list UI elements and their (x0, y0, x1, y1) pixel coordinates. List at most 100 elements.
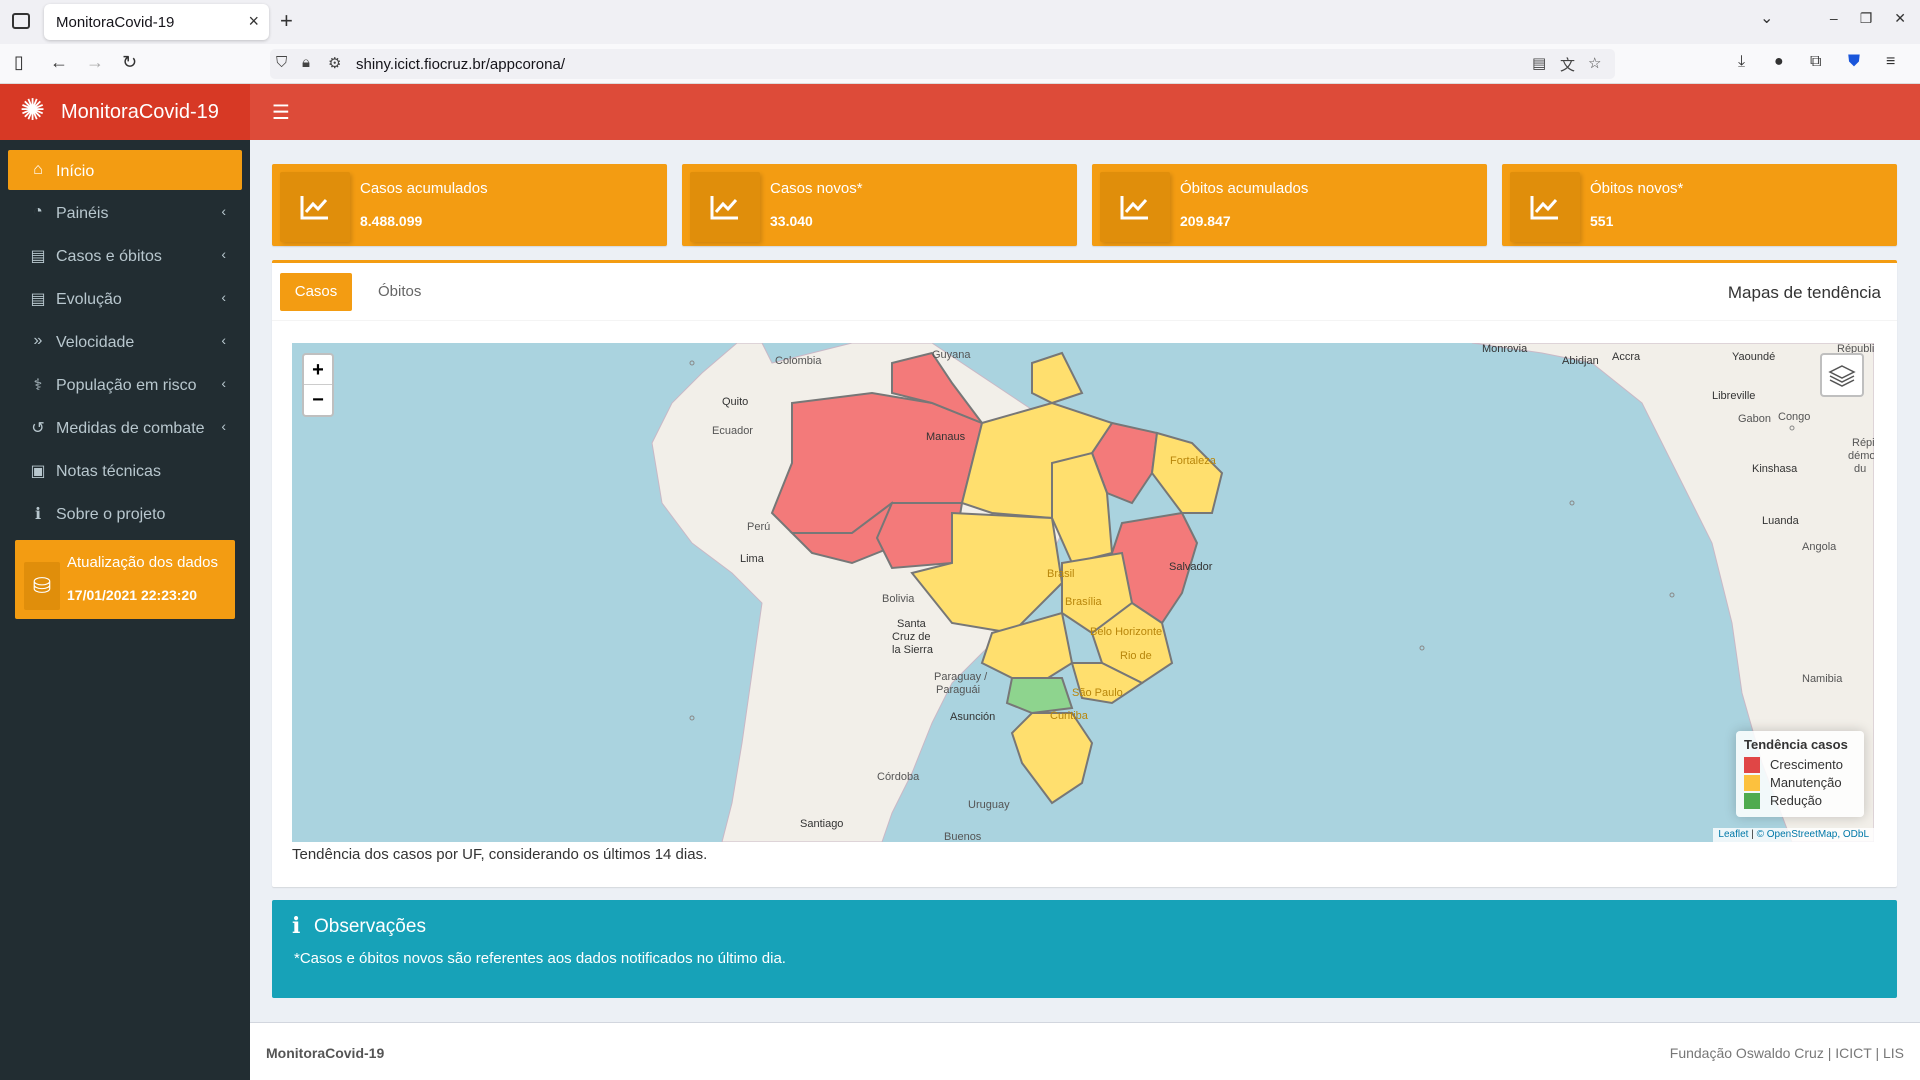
sidebar-item-label: Sobre o projeto (56, 506, 166, 523)
osm-link[interactable]: © OpenStreetMap, ODbL (1756, 829, 1869, 840)
map-label: Bolivia (882, 593, 915, 605)
close-window-icon[interactable]: ✕ (1894, 10, 1906, 26)
double-chevron-icon: » (33, 332, 43, 349)
zoom-control: + − (302, 353, 334, 417)
shield-extension-icon[interactable]: ⛊ (1848, 53, 1861, 70)
observacoes-box: i Observações *Casos e óbitos novos são … (272, 900, 1897, 998)
zoom-in-button[interactable]: + (304, 355, 332, 385)
sidebar: ⌂ Início ◔ Painéis ‹ ▤ Casos e óbitos ‹ … (0, 140, 250, 1080)
map-label: Luanda (1762, 515, 1799, 527)
chevron-left-icon: ‹ (221, 289, 226, 305)
map-label: Buenos (944, 831, 982, 842)
sidebar-item-paineis[interactable]: ◔ Painéis ‹ (0, 192, 250, 234)
map-label: Ecuador (712, 425, 753, 437)
url-bar[interactable]: ⛉ 🔒︎ ⚙ shiny.icict.fiocruz.br/appcorona/… (270, 49, 1615, 79)
land-africa (1471, 343, 1874, 842)
map-caption: Tendência dos casos por UF, considerando… (292, 846, 708, 863)
map-label: Cruz de (892, 631, 931, 643)
sidebar-toggle-icon[interactable]: ▯ (14, 52, 24, 72)
info-box-label: Óbitos novos* (1590, 180, 1684, 197)
logo[interactable]: ✺ MonitoraCovid-19 (0, 84, 250, 140)
trend-map-panel: Casos Óbitos Mapas de tendência (272, 260, 1897, 887)
new-tab-icon[interactable]: + (280, 8, 293, 33)
chevron-left-icon: ‹ (221, 246, 226, 262)
sidebar-item-medidas-combate[interactable]: ↺ Medidas de combate ‹ (0, 407, 250, 449)
home-icon: ⌂ (33, 161, 43, 178)
sidebar-item-label: Início (56, 163, 95, 180)
sidebar-item-inicio[interactable]: ⌂ Início (8, 150, 242, 190)
map-basemap (651, 343, 1874, 842)
legend-item: Manutenção (1744, 774, 1856, 792)
hamburger-icon[interactable]: ☰ (272, 102, 290, 124)
extensions-icon[interactable]: ⧉ (1810, 53, 1822, 70)
close-icon[interactable]: × (248, 11, 259, 31)
sidebar-item-label: Velocidade (56, 334, 135, 351)
map-label: Belo Horizonte (1090, 626, 1163, 638)
tab-list-icon[interactable] (12, 13, 30, 29)
tab-obitos[interactable]: Óbitos (378, 283, 422, 300)
account-icon[interactable]: ● (1774, 53, 1784, 70)
translate-icon[interactable]: 文 (1560, 57, 1576, 74)
lock-icon[interactable]: 🔒︎ (302, 54, 310, 71)
map-legend: Tendência casos Crescimento Manutenção R… (1736, 731, 1864, 817)
map-attribution: Leaflet | © OpenStreetMap, ODbL (1713, 828, 1874, 842)
legend-label: Redução (1770, 793, 1823, 808)
update-value: 17/01/2021 22:23:20 (67, 587, 197, 603)
sidebar-item-populacao-risco[interactable]: ⚕ População em risco ‹ (0, 364, 250, 406)
bookmark-star-icon[interactable]: ☆ (1588, 55, 1602, 72)
chevron-left-icon: ‹ (221, 203, 226, 219)
map-label: Córdoba (877, 771, 920, 783)
map-label: Santiago (800, 818, 844, 830)
leaflet-link[interactable]: Leaflet (1718, 829, 1749, 840)
minimize-icon[interactable]: – (1829, 10, 1838, 26)
state-mato-grosso-sul (980, 611, 1074, 690)
file-icon: ▤ (30, 291, 46, 308)
map-label: Asunción (950, 711, 996, 723)
legend-label: Manutenção (1770, 775, 1842, 790)
map-label: Républi (1837, 343, 1874, 355)
sidebar-item-evolucao[interactable]: ▤ Evolução ‹ (0, 278, 250, 320)
menu-icon[interactable]: ≡ (1886, 53, 1896, 70)
map-label: Quito (722, 396, 749, 408)
zoom-out-button[interactable]: − (312, 389, 324, 411)
map-label: Angola (1802, 541, 1837, 553)
leaflet-map[interactable]: Colombia Guyana Quito Ecuador Manaus For… (292, 343, 1874, 842)
brand-name: MonitoraCovid-19 (61, 101, 219, 123)
shield-icon[interactable]: ⛉ (276, 54, 288, 71)
state-sao-paulo (1070, 662, 1144, 705)
window-controls: – ❐ ✕ (1830, 10, 1906, 27)
back-icon[interactable]: ← (50, 52, 68, 72)
browser-tab[interactable]: MonitoraCovid-19 × (44, 4, 269, 40)
download-icon[interactable]: ⤓ (1738, 53, 1746, 70)
sidebar-item-notas-tecnicas[interactable]: ▣ Notas técnicas (0, 450, 250, 492)
url-text[interactable]: shiny.icict.fiocruz.br/appcorona/ (356, 56, 565, 73)
state-sul (1010, 712, 1094, 805)
panel-title: Mapas de tendência (1727, 283, 1881, 302)
sidebar-item-velocidade[interactable]: » Velocidade ‹ (0, 321, 250, 363)
layers-button[interactable] (1820, 353, 1864, 397)
sidebar-item-casos-obitos[interactable]: ▤ Casos e óbitos ‹ (0, 235, 250, 277)
reload-icon[interactable]: ↻ (122, 52, 138, 72)
tab-casos[interactable]: Casos (280, 273, 352, 311)
sidebar-item-sobre-projeto[interactable]: ℹ Sobre o projeto (0, 493, 250, 535)
map-label: Uruguay (968, 799, 1010, 811)
forward-icon[interactable]: → (86, 52, 104, 72)
reader-view-icon[interactable]: ▤ (1532, 55, 1547, 72)
chevron-down-icon[interactable]: ⌄ (1760, 10, 1774, 27)
sidebar-item-label: Casos e óbitos (56, 248, 162, 265)
map-label: São Paulo (1072, 687, 1123, 699)
line-chart-icon (690, 172, 760, 242)
state-mato-grosso (910, 511, 1064, 635)
observacoes-title: Observações (314, 916, 426, 937)
state-parana (1005, 677, 1074, 715)
map-label: Brasil (1047, 568, 1075, 580)
observacoes-text: *Casos e óbitos novos são referentes aos… (294, 950, 786, 967)
info-box-value: 551 (1590, 213, 1614, 229)
permissions-icon[interactable]: ⚙ (328, 55, 342, 72)
map-label: Kinshasa (1752, 463, 1798, 475)
map-label: Santa (897, 618, 926, 630)
footer-credits: Fundação Oswaldo Cruz | ICICT | LIS (1669, 1045, 1904, 1061)
restore-icon[interactable]: ❐ (1859, 10, 1873, 26)
map-label: démo (1848, 450, 1874, 462)
chevron-left-icon: ‹ (221, 375, 226, 391)
